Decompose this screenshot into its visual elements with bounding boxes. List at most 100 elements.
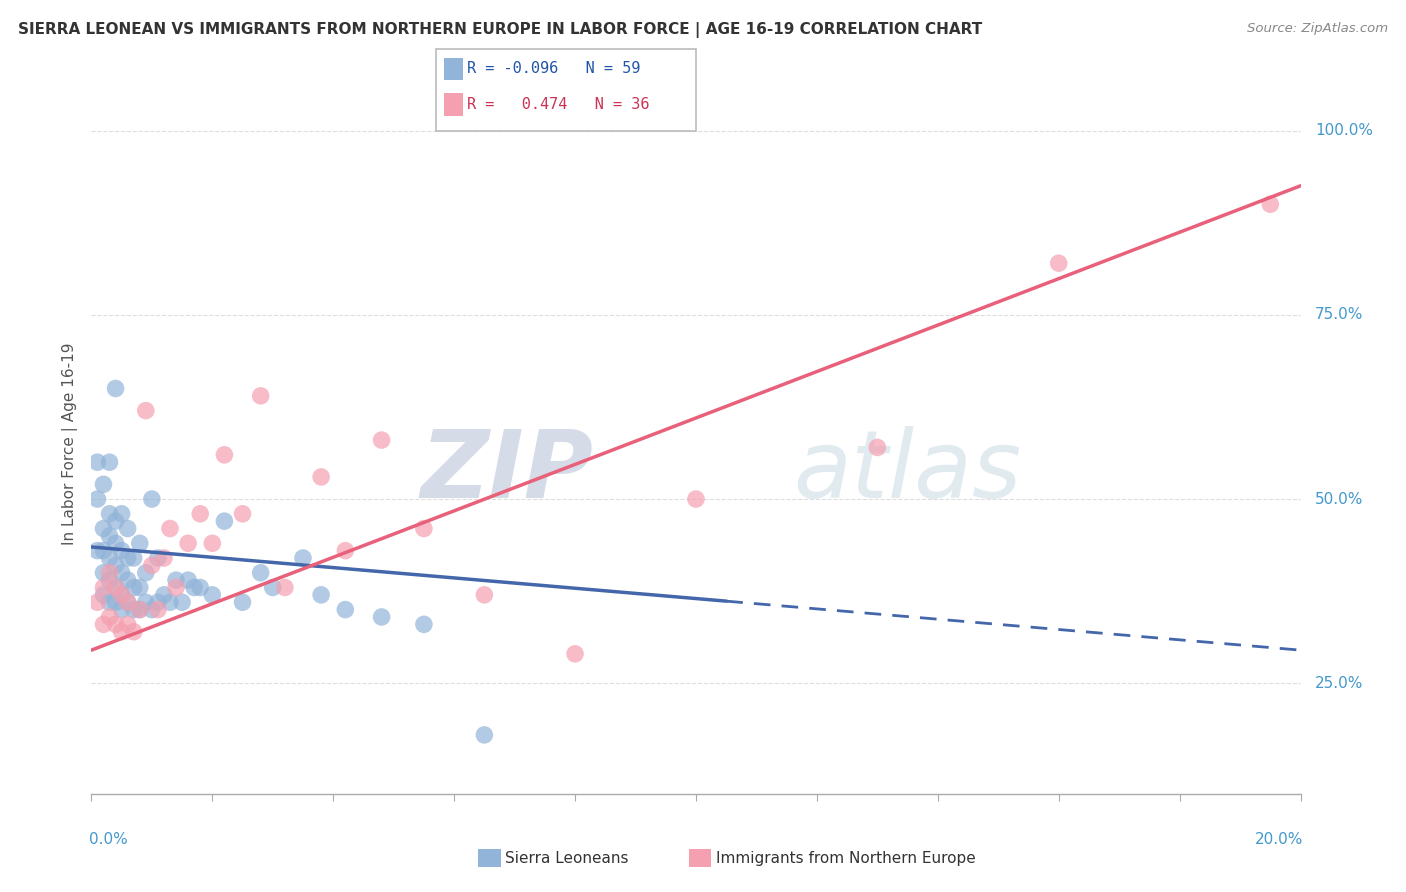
Point	[111, 543, 132, 558]
Point	[86, 491, 108, 506]
Point	[231, 507, 253, 521]
Point	[111, 588, 132, 602]
Point	[564, 647, 586, 661]
Point	[111, 588, 132, 602]
Text: 50.0%: 50.0%	[1315, 491, 1364, 507]
Point	[117, 522, 139, 536]
Point	[86, 543, 108, 558]
Text: Immigrants from Northern Europe: Immigrants from Northern Europe	[716, 851, 976, 865]
Point	[117, 595, 139, 609]
Point	[188, 507, 211, 521]
Point	[98, 455, 121, 469]
Point	[309, 470, 332, 484]
Point	[111, 507, 132, 521]
Point	[249, 389, 271, 403]
Point	[153, 588, 176, 602]
Point	[93, 522, 115, 536]
Point	[93, 588, 115, 602]
Point	[146, 602, 169, 616]
Text: R =   0.474   N = 36: R = 0.474 N = 36	[467, 97, 650, 112]
Point	[309, 588, 332, 602]
Point	[98, 529, 121, 543]
Point	[104, 382, 127, 396]
Point	[413, 522, 436, 536]
Point	[117, 551, 139, 566]
Point	[111, 602, 132, 616]
Point	[93, 617, 115, 632]
Point	[86, 455, 108, 469]
Text: 0.0%: 0.0%	[89, 832, 128, 847]
Point	[177, 573, 200, 587]
Point	[111, 566, 132, 580]
Y-axis label: In Labor Force | Age 16-19: In Labor Force | Age 16-19	[62, 343, 77, 545]
Point	[335, 543, 357, 558]
Point	[172, 595, 194, 609]
Point	[165, 573, 187, 587]
Point	[159, 595, 181, 609]
Point	[231, 595, 253, 609]
Point	[104, 514, 127, 528]
Point	[146, 551, 169, 566]
Point	[335, 602, 357, 616]
Point	[122, 551, 145, 566]
Text: 20.0%: 20.0%	[1254, 832, 1303, 847]
Point	[104, 581, 127, 595]
Point	[262, 581, 284, 595]
Text: SIERRA LEONEAN VS IMMIGRANTS FROM NORTHERN EUROPE IN LABOR FORCE | AGE 16-19 COR: SIERRA LEONEAN VS IMMIGRANTS FROM NORTHE…	[18, 22, 983, 38]
Point	[98, 551, 121, 566]
Point	[111, 624, 132, 639]
Point	[472, 588, 495, 602]
Point	[122, 624, 145, 639]
Point	[98, 595, 121, 609]
Point	[177, 536, 200, 550]
Point	[685, 491, 707, 506]
Text: 25.0%: 25.0%	[1315, 676, 1364, 690]
Point	[117, 617, 139, 632]
Point	[93, 581, 115, 595]
Point	[98, 573, 121, 587]
Point	[117, 595, 139, 609]
Point	[292, 551, 315, 566]
Point	[370, 610, 392, 624]
Point	[153, 551, 176, 566]
Point	[1260, 197, 1282, 211]
Point	[93, 543, 115, 558]
Text: atlas: atlas	[793, 426, 1021, 517]
Point	[128, 602, 150, 616]
Point	[214, 448, 236, 462]
Point	[135, 566, 157, 580]
Text: 100.0%: 100.0%	[1315, 123, 1374, 138]
Point	[135, 403, 157, 417]
Point	[117, 573, 139, 587]
Point	[866, 441, 889, 455]
Point	[141, 602, 163, 616]
Point	[104, 595, 127, 609]
Point	[135, 595, 157, 609]
Point	[128, 536, 150, 550]
Text: 75.0%: 75.0%	[1315, 307, 1364, 322]
Point	[98, 566, 121, 580]
Point	[93, 477, 115, 491]
Point	[165, 581, 187, 595]
Point	[122, 581, 145, 595]
Point	[128, 581, 150, 595]
Point	[249, 566, 271, 580]
Point	[122, 602, 145, 616]
Point	[472, 728, 495, 742]
Text: R = -0.096   N = 59: R = -0.096 N = 59	[467, 62, 640, 76]
Text: Source: ZipAtlas.com: Source: ZipAtlas.com	[1247, 22, 1388, 36]
Point	[104, 617, 127, 632]
Point	[183, 581, 205, 595]
Point	[104, 558, 127, 573]
Point	[413, 617, 436, 632]
Point	[141, 491, 163, 506]
Point	[86, 595, 108, 609]
Text: Sierra Leoneans: Sierra Leoneans	[505, 851, 628, 865]
Point	[104, 536, 127, 550]
Point	[370, 433, 392, 447]
Point	[93, 566, 115, 580]
Point	[98, 610, 121, 624]
Point	[1047, 256, 1070, 270]
Point	[104, 581, 127, 595]
Point	[274, 581, 297, 595]
